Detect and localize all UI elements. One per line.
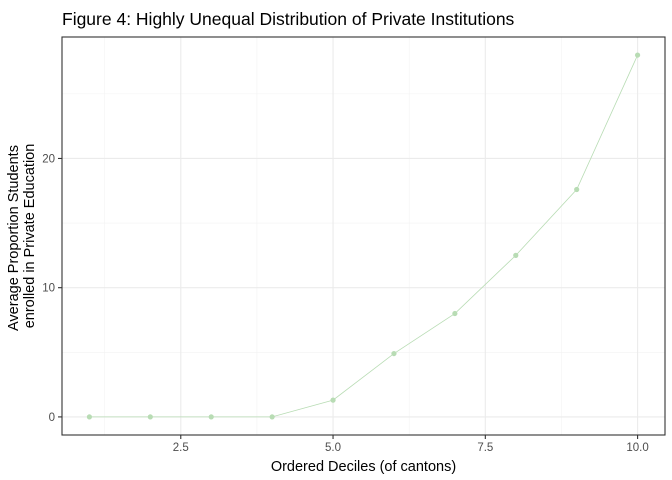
x-tick-label: 5.0 — [325, 442, 341, 454]
x-tick-label: 2.5 — [173, 442, 189, 454]
data-point — [269, 414, 275, 420]
x-tick-label: 10.0 — [626, 442, 648, 454]
data-point — [330, 397, 336, 403]
data-point — [147, 414, 153, 420]
panel-border — [61, 36, 666, 436]
data-point — [513, 252, 519, 258]
data-point — [86, 414, 93, 420]
plot-panel — [62, 37, 665, 435]
y-tick-label: 0 — [49, 412, 55, 424]
x-tick-label: 7.5 — [477, 442, 493, 454]
minor-gridlines — [62, 37, 665, 435]
data-point — [208, 414, 214, 420]
y-axis-title-line-2: enrolled in Private Education — [22, 144, 38, 329]
y-axis: 0 10 20 — [42, 153, 62, 424]
series-line — [89, 54, 638, 418]
major-gridlines — [62, 37, 665, 435]
x-axis: 2.5 5.0 7.5 10.0 — [173, 435, 649, 454]
data-point — [391, 350, 397, 357]
y-tick-label: 20 — [42, 153, 55, 165]
y-axis-title-line-1: Average Proportion Students — [6, 145, 22, 331]
data-point — [452, 310, 458, 317]
y-tick-label: 10 — [42, 283, 55, 295]
y-axis-title: Average Proportion Students enrolled in … — [6, 141, 38, 331]
data-point — [574, 186, 580, 193]
data-point — [634, 52, 641, 58]
data-series — [86, 52, 641, 420]
x-axis-title: Ordered Deciles (of cantons) — [271, 459, 456, 475]
chart-title: Figure 4: Highly Unequal Distribution of… — [62, 9, 515, 29]
